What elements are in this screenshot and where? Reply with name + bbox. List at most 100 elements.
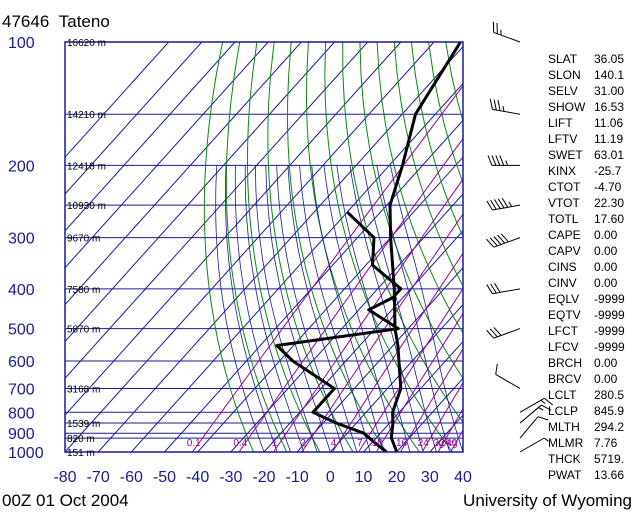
observation-time: 00Z 01 Oct 2004 xyxy=(2,491,129,510)
pressure-label: 900 xyxy=(8,426,35,443)
dry-adiabat xyxy=(286,42,387,452)
index-value: 294.2 xyxy=(594,420,625,434)
mixing-ratio-line xyxy=(191,85,463,452)
index-key: CINV xyxy=(548,276,577,290)
index-value: 845.9 xyxy=(594,404,625,418)
mixing-ratio-label: 4 xyxy=(331,438,337,449)
moist-adiabat xyxy=(336,165,411,452)
isotherm-line xyxy=(97,45,463,452)
pressure-label: 100 xyxy=(8,35,35,52)
height-label: 820 m xyxy=(67,434,95,445)
wind-barb xyxy=(495,363,521,389)
index-key: SLON xyxy=(548,68,581,82)
index-value: 17.60 xyxy=(594,212,625,226)
moist-adiabat xyxy=(362,165,437,452)
wind-barb xyxy=(519,397,554,413)
isotherm-line xyxy=(65,42,302,306)
index-value: 280.5 xyxy=(594,388,625,402)
dry-adiabat xyxy=(342,42,463,424)
wind-barb xyxy=(492,21,521,43)
moist-adiabat xyxy=(234,165,291,452)
index-value: 7.76 xyxy=(594,436,618,450)
isotherm-line xyxy=(396,377,463,452)
plot-area xyxy=(65,42,463,452)
mixing-ratio-label: 32 xyxy=(434,438,446,449)
index-key: MLMR xyxy=(548,436,584,450)
mixing-ratio-label: 10 xyxy=(372,438,384,449)
index-value: 13.66 xyxy=(594,468,625,482)
moist-adiabat xyxy=(376,165,451,452)
temperature-tick-label: -40 xyxy=(186,469,209,486)
wind-barb xyxy=(486,327,521,339)
isotherm-line xyxy=(363,340,463,452)
isotherm-line xyxy=(65,42,236,232)
index-key: LFTV xyxy=(548,132,578,146)
isotherm-line xyxy=(65,42,335,343)
index-value: 31.00 xyxy=(594,84,625,98)
mixing-ratio-line xyxy=(400,348,463,452)
wind-barb xyxy=(486,197,521,211)
dry-adiabat xyxy=(410,42,463,238)
temperature-tick-label: -10 xyxy=(286,469,309,486)
mixing-ratio-label: 24 xyxy=(418,438,430,449)
height-label: 1539 m xyxy=(67,419,100,430)
index-key: LCLP xyxy=(548,404,579,418)
mixing-ratio-label: 0.4 xyxy=(233,438,247,449)
mixing-ratio-label: g/kg xyxy=(439,438,458,449)
index-value: 0.00 xyxy=(594,356,618,370)
pressure-label: 700 xyxy=(8,381,35,398)
index-value: -9999 xyxy=(594,324,625,338)
pressure-label: 400 xyxy=(8,282,35,299)
index-value: -25.7 xyxy=(594,164,622,178)
temperature-tick-label: -70 xyxy=(87,469,110,486)
index-value: 140.1 xyxy=(594,68,625,82)
dry-adiabat xyxy=(305,42,420,452)
mixing-ratio-label: 0.1 xyxy=(187,438,201,449)
height-label: 7580 m xyxy=(67,285,100,296)
pressure-label: 1000 xyxy=(8,445,44,462)
temperature-tick-label: -20 xyxy=(252,469,275,486)
index-value: 0.00 xyxy=(594,276,618,290)
height-label: 14210 m xyxy=(67,110,106,121)
mixing-ratio-line xyxy=(238,137,463,452)
wind-barb xyxy=(486,233,521,248)
index-key: SWET xyxy=(548,148,583,162)
dry-adiabat xyxy=(324,42,454,452)
index-key: LFCT xyxy=(548,324,578,338)
index-value: -4.70 xyxy=(594,180,622,194)
temperature-tick-label: -80 xyxy=(53,469,76,486)
index-value: 5719. xyxy=(594,452,625,466)
mixing-ratio-line xyxy=(358,287,463,452)
chart-title: 47646 Tateno xyxy=(2,12,110,32)
index-value: -9999 xyxy=(594,308,625,322)
moist-adiabat xyxy=(255,165,318,452)
dry-adiabat xyxy=(376,42,463,335)
mixing-ratio-line xyxy=(437,407,463,452)
height-label: 5870 m xyxy=(67,325,100,336)
pressure-label: 800 xyxy=(8,405,35,422)
mixing-ratio-line xyxy=(331,252,463,452)
index-key: BRCH xyxy=(548,356,583,370)
mixing-ratio-label: 7 xyxy=(357,438,363,449)
dry-adiabat xyxy=(393,42,463,288)
mixing-ratio-label: 2 xyxy=(300,438,306,449)
wind-barb xyxy=(486,282,521,295)
height-label: 10930 m xyxy=(67,201,106,212)
temperature-tick-label: -50 xyxy=(153,469,176,486)
dewpoint-profile xyxy=(275,211,403,452)
index-value: -9999 xyxy=(594,340,625,354)
index-key: LIFT xyxy=(548,116,573,130)
height-label: 16620 m xyxy=(67,38,106,49)
index-key: CINS xyxy=(548,260,577,274)
height-label: 3168 m xyxy=(67,384,100,395)
wind-barb xyxy=(519,404,552,424)
moist-adiabat xyxy=(215,165,265,452)
temperature-tick-label: 40 xyxy=(454,469,472,486)
index-key: TOTL xyxy=(548,212,579,226)
mixing-ratio-label: 40 xyxy=(446,438,458,449)
index-key: SHOW xyxy=(548,100,586,114)
index-value: 0.00 xyxy=(594,228,618,242)
mixing-ratio-label: 1 xyxy=(272,438,278,449)
moist-adiabat xyxy=(311,165,384,452)
